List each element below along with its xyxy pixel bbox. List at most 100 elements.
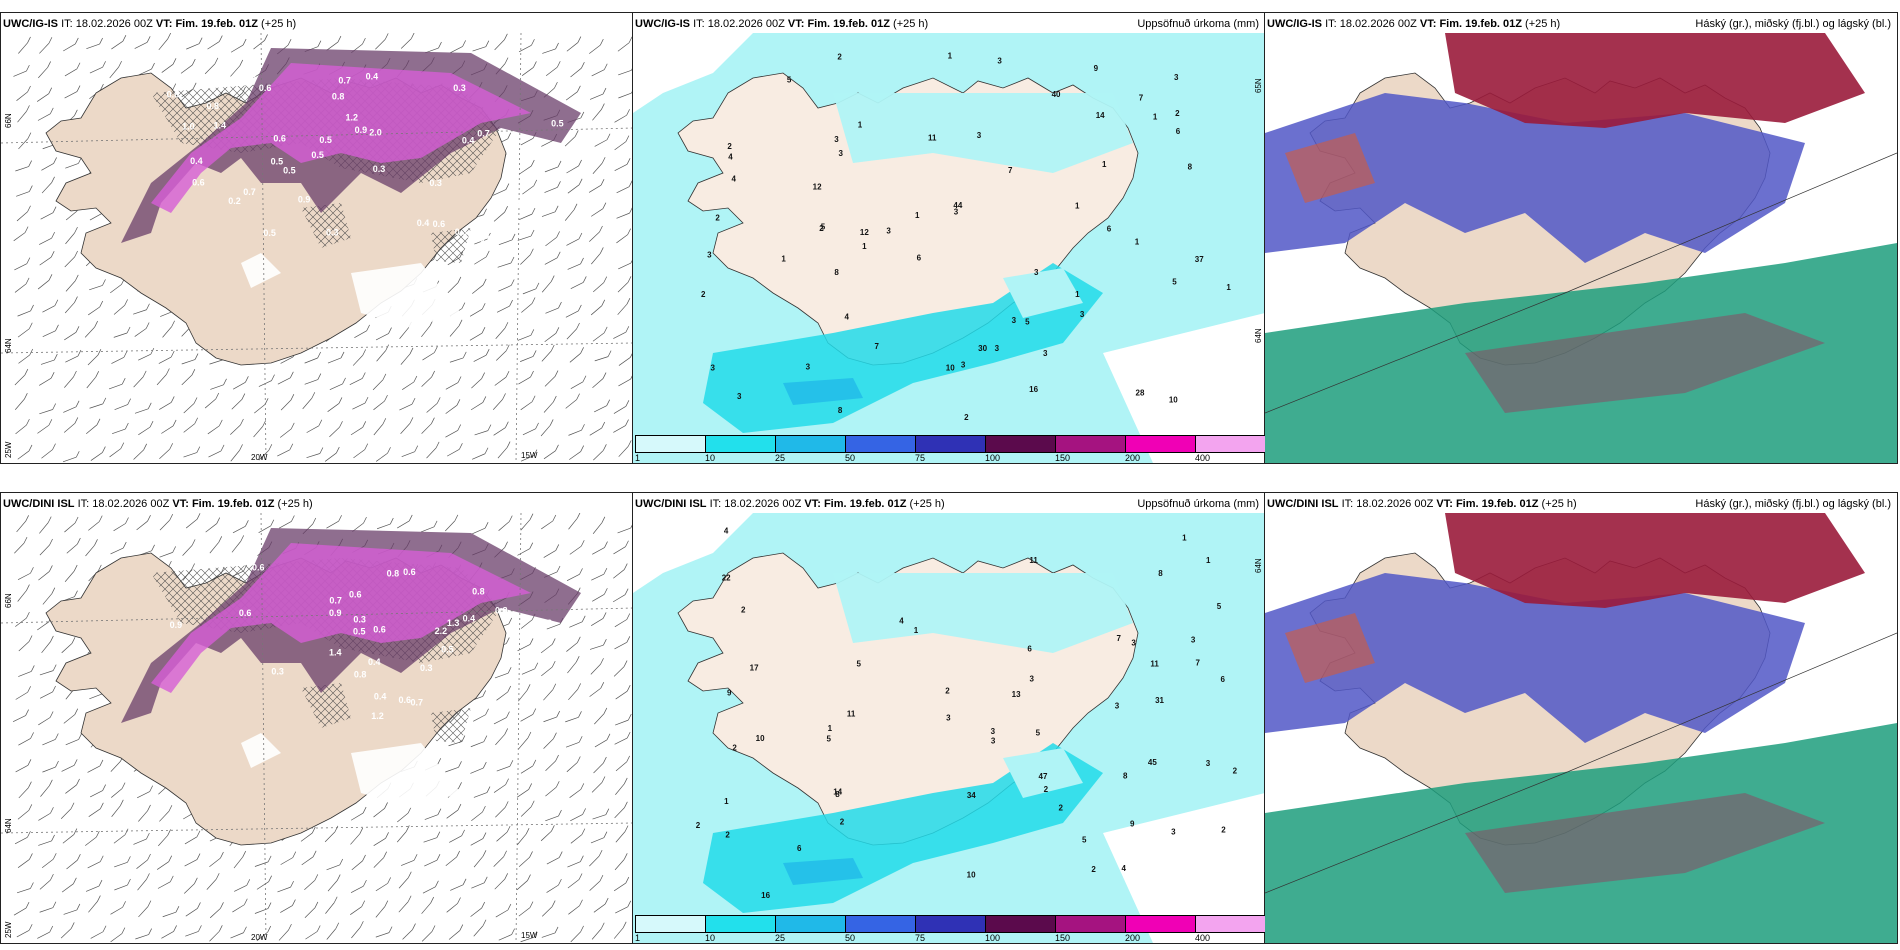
value-label: 0.8 [511, 198, 524, 208]
colorbar-cell [916, 436, 986, 452]
value-label: 1 [858, 121, 863, 130]
axis-label: 65N [1254, 78, 1263, 93]
value-label: 3 [991, 736, 996, 745]
value-label: 2 [1044, 785, 1049, 794]
value-label: 45 [1148, 758, 1157, 767]
value-label: 3 [1115, 701, 1120, 710]
value-label: 0.8 [472, 586, 485, 596]
map-canvas: 0.20.40.30.40.61.00.30.50.72.00.80.20.30… [1, 33, 633, 463]
value-label: 3 [1174, 73, 1179, 82]
precip-rate-labels: 0.50.70.60.30.20.50.80.80.91.30.82.21.41… [170, 547, 552, 721]
value-label: 9 [1094, 64, 1099, 73]
axis-label: 66N [4, 113, 13, 128]
colorbar-cell [846, 436, 916, 452]
value-label: 0.5 [319, 135, 332, 145]
panel-clouds-igis: UWC/IG-IS IT: 18.02.2026 00Z VT: Fim. 19… [1264, 12, 1898, 464]
value-label: 0.7 [329, 595, 342, 605]
value-label: 2 [1233, 766, 1238, 775]
value-label: 1.2 [371, 711, 384, 721]
lead-time: (+25 h) [893, 18, 929, 30]
value-label: 2 [741, 606, 746, 615]
value-label: 0.3 [326, 228, 339, 238]
value-label: 7 [1196, 658, 1201, 667]
value-label: 3 [737, 392, 742, 401]
panel-right-title: Uppsöfnuð úrkoma (mm) [1137, 498, 1259, 510]
value-label: 7 [875, 342, 880, 351]
it-value: 18.02.2026 00Z [75, 18, 153, 30]
value-label: 9 [1130, 820, 1135, 829]
colorbar-tick: 200 [1125, 453, 1141, 463]
colorbar-tick: 400 [1195, 933, 1211, 943]
value-label: 1.0 [182, 122, 195, 132]
value-label: 31 [1155, 696, 1164, 705]
axis-label: 64N [1254, 558, 1263, 573]
colorbar-cell [706, 916, 776, 932]
value-label: 0.2 [228, 196, 241, 206]
axis-label: 20W [251, 933, 268, 942]
value-label: 2 [1221, 826, 1226, 835]
value-label: 6 [1176, 127, 1181, 136]
value-label: 1 [1135, 238, 1140, 247]
value-label: 0.6 [349, 590, 362, 600]
value-label: 0.8 [387, 568, 400, 578]
axis-label: 15W [521, 451, 538, 460]
cloud-layers [1265, 513, 1897, 943]
value-label: 2 [701, 290, 706, 299]
value-label: 30 [978, 344, 987, 353]
colorbar-tick: 75 [915, 933, 926, 943]
value-label: 2.0 [369, 128, 382, 138]
lat-lon-grid [1, 513, 633, 943]
value-label: 44 [953, 201, 962, 210]
colorbar-cell [636, 916, 706, 932]
value-label: 3 [954, 208, 959, 217]
value-label: 0.8 [495, 605, 508, 615]
value-label: 2 [1091, 865, 1096, 874]
value-label: 1 [1102, 160, 1107, 169]
value-label: 37 [1195, 255, 1204, 264]
value-label: 2 [837, 52, 842, 61]
value-label: 0.6 [273, 134, 286, 144]
panel-header: UWC/DINI ISL IT: 18.02.2026 00Z VT: Fim.… [635, 495, 1261, 513]
colorbar-cell [986, 436, 1056, 452]
dry-area [1103, 313, 1265, 463]
colorbar [635, 915, 1265, 933]
value-label: 2 [840, 818, 845, 827]
value-label: 0.7 [338, 75, 351, 85]
precip-areas [121, 528, 581, 808]
value-label: 1.4 [214, 120, 227, 130]
value-label: 3 [1206, 759, 1211, 768]
value-label: 1 [1206, 556, 1211, 565]
heavy-precip-areas [703, 743, 1103, 913]
value-label: 0.6 [252, 563, 265, 573]
value-label: 0.9 [329, 608, 342, 618]
accum-precip-labels: 2224218679345106223834921113533228132353… [696, 527, 1238, 900]
panel-header: UWC/DINI ISL IT: 18.02.2026 00Z VT: Fim.… [1267, 495, 1893, 513]
value-label: 0.2 [506, 225, 519, 235]
model-name: UWC/IG-IS [635, 18, 690, 30]
vt-label: VT: [155, 18, 173, 30]
axis-labels: 66N 64N 25W 20W 15W [4, 113, 538, 462]
value-label: 0.8 [207, 101, 220, 111]
value-label: 2 [732, 743, 737, 752]
value-label: 11 [1150, 659, 1159, 668]
axis-label: 64N [1254, 328, 1263, 343]
value-label: 10 [756, 734, 765, 743]
value-label: 11 [928, 134, 937, 143]
vt-label: VT: [787, 18, 805, 30]
value-label: 1 [915, 211, 920, 220]
value-label: 0.2 [540, 618, 553, 628]
precip-areas [121, 48, 581, 328]
value-label: 0.8 [354, 670, 367, 680]
value-label: 0.6 [373, 624, 386, 634]
value-label: 16 [761, 891, 770, 900]
value-label: 2 [1175, 109, 1180, 118]
vt-value: Fim. 19.feb. 01Z [1439, 18, 1522, 30]
value-label: 5 [856, 659, 861, 668]
value-label: 3 [1131, 639, 1136, 648]
value-label: 34 [967, 791, 976, 800]
colorbar-tick: 1 [635, 453, 641, 463]
value-label: 1.2 [346, 112, 359, 122]
value-label: 3 [961, 361, 966, 370]
value-label: 7 [1117, 634, 1122, 643]
